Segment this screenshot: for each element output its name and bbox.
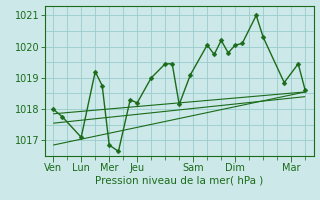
X-axis label: Pression niveau de la mer( hPa ): Pression niveau de la mer( hPa ): [95, 176, 263, 186]
